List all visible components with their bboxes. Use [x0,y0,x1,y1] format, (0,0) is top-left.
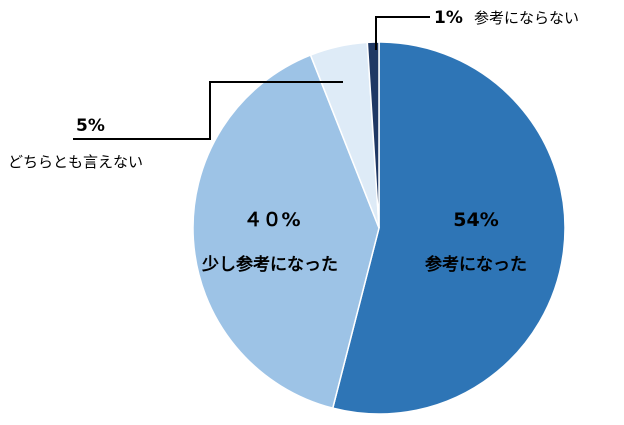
pie-slice-helpful [331,41,566,415]
pie-slices [192,41,566,415]
leader-line-not-helpful [375,16,430,50]
slice-label-name-not-helpful: 参考にならない [474,9,579,27]
slice-label-value-neutral: 5% [76,116,105,136]
slice-label-name-somewhat-helpful: 少し参考になった [201,254,338,275]
slice-label-name-helpful: 参考になった [425,254,527,275]
slice-label-value-not-helpful: 1% [434,8,463,28]
slice-label-not-helpful: 1% 参考にならない [434,8,579,28]
slice-label-name-neutral: どちらとも言えない [8,153,143,171]
leader-line-neutral [73,81,343,140]
slice-label-value-somewhat-helpful: ４０% [243,209,300,231]
pie-slice-not-helpful [366,41,380,229]
slice-label-value-helpful: 54% [453,209,498,231]
pie-slice-somewhat-helpful [192,54,380,410]
